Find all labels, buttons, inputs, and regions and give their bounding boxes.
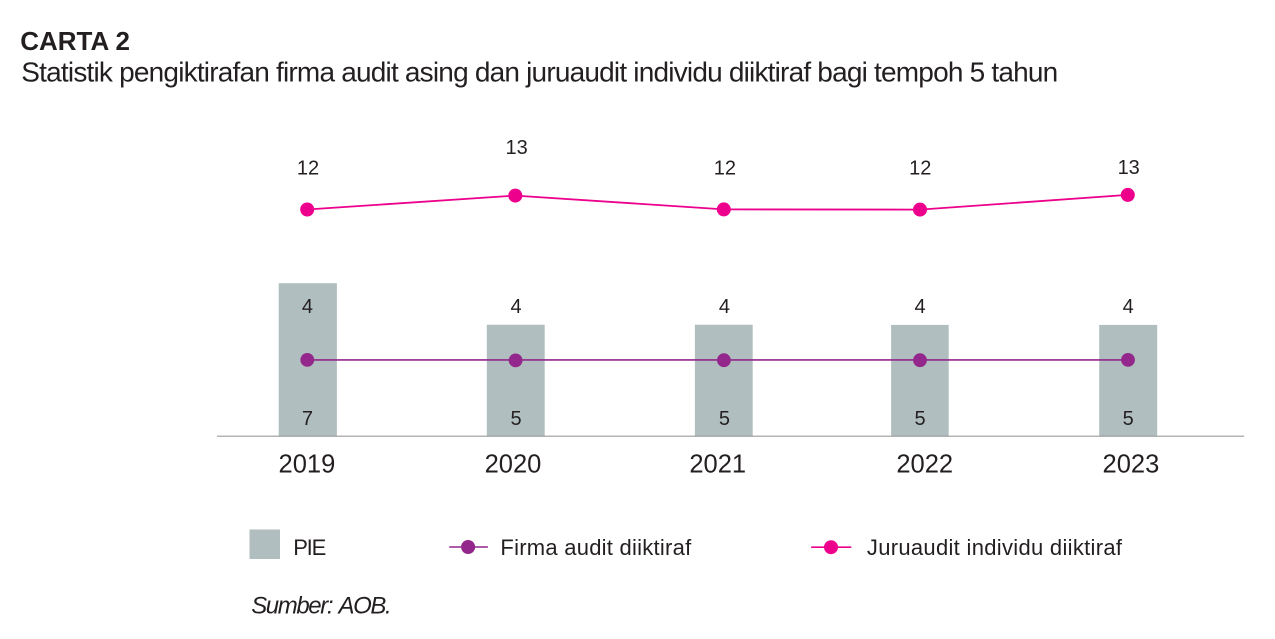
svg-text:5: 5 bbox=[1123, 408, 1134, 430]
svg-text:7: 7 bbox=[302, 408, 313, 430]
svg-text:PIE: PIE bbox=[293, 535, 325, 560]
svg-text:Juruaudit individu diiktiraf: Juruaudit individu diiktiraf bbox=[867, 535, 1123, 560]
svg-text:Sumber: AOB.: Sumber: AOB. bbox=[251, 593, 390, 620]
svg-text:12: 12 bbox=[297, 157, 319, 179]
svg-text:4: 4 bbox=[302, 296, 313, 318]
svg-text:12: 12 bbox=[714, 158, 736, 180]
svg-text:2023: 2023 bbox=[1103, 450, 1160, 478]
svg-text:CARTA 2: CARTA 2 bbox=[20, 26, 130, 56]
svg-text:12: 12 bbox=[909, 157, 931, 179]
svg-text:2019: 2019 bbox=[279, 450, 336, 478]
svg-text:5: 5 bbox=[914, 408, 925, 430]
svg-text:2020: 2020 bbox=[485, 450, 542, 478]
svg-text:4: 4 bbox=[510, 296, 521, 318]
svg-text:13: 13 bbox=[505, 137, 527, 159]
svg-text:4: 4 bbox=[1123, 296, 1134, 318]
svg-text:5: 5 bbox=[510, 408, 521, 430]
svg-text:4: 4 bbox=[914, 296, 925, 318]
svg-text:2022: 2022 bbox=[896, 450, 953, 478]
svg-text:5: 5 bbox=[719, 408, 730, 430]
svg-text:Statistik pengiktirafan firma: Statistik pengiktirafan firma audit asin… bbox=[21, 57, 1057, 88]
svg-text:13: 13 bbox=[1118, 157, 1140, 179]
svg-text:2021: 2021 bbox=[689, 450, 746, 478]
svg-text:Firma audit diiktiraf: Firma audit diiktiraf bbox=[500, 535, 692, 560]
svg-text:4: 4 bbox=[719, 296, 730, 318]
